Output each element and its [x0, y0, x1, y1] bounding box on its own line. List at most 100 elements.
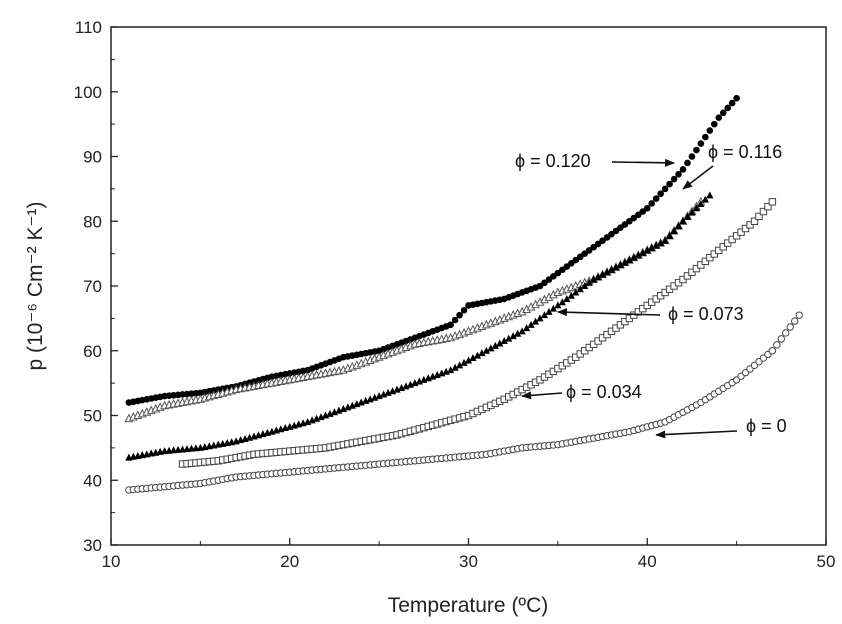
data-point — [531, 317, 540, 325]
data-point — [715, 114, 723, 121]
y-tick-label: 100 — [74, 83, 102, 102]
y-axis-title: p (10⁻⁶ Cm⁻² K⁻¹) — [24, 201, 47, 370]
axis-ticks — [110, 26, 827, 546]
data-point — [616, 260, 625, 268]
data-point — [518, 327, 526, 335]
data-point — [657, 239, 665, 247]
data-point — [684, 159, 691, 167]
annotation-2: ϕ = 0.073 — [556, 304, 744, 324]
data-point — [549, 304, 558, 312]
annotation-label: ϕ = 0.120 — [515, 151, 591, 171]
annotation-0: ϕ = 0.120 — [515, 151, 676, 171]
data-point — [594, 273, 602, 281]
data-point — [612, 263, 620, 271]
data-point — [710, 120, 718, 128]
data-point — [630, 253, 638, 261]
data-point — [603, 268, 611, 276]
data-point — [487, 344, 495, 352]
tick-labels: 10 20 30 40 50 30 40 50 60 70 80 90 100 110 — [74, 18, 836, 571]
data-point — [733, 94, 740, 102]
annotation-label: ϕ = 0.116 — [708, 142, 782, 162]
data-point — [702, 133, 709, 141]
annotation-label: ϕ = 0 — [746, 416, 787, 436]
data-point — [469, 354, 477, 362]
x-tick-label: 20 — [280, 552, 299, 571]
annotation-arrow — [682, 165, 714, 190]
annotation-arrow — [521, 391, 563, 400]
series-3 — [178, 198, 777, 468]
data-point — [768, 198, 777, 206]
x-tick-label: 50 — [817, 552, 836, 571]
data-point — [473, 351, 482, 359]
annotation-4: ϕ = 0 — [655, 416, 787, 439]
data-point — [598, 270, 607, 278]
data-point — [447, 321, 454, 329]
data-point — [670, 226, 678, 234]
data-point — [701, 195, 709, 203]
x-axis-title: Temperature (ºC) — [388, 594, 549, 617]
data-point — [697, 199, 705, 207]
annotation-arrow — [556, 308, 661, 317]
data-point — [607, 265, 616, 273]
data-point — [697, 140, 705, 147]
data-point — [585, 278, 593, 286]
data-point — [759, 207, 768, 216]
data-point — [724, 104, 731, 112]
data-point — [514, 329, 522, 337]
annotation-arrow — [611, 158, 676, 167]
data-point — [688, 153, 696, 160]
data-point — [755, 212, 763, 221]
data-point — [536, 314, 544, 322]
data-point — [679, 217, 687, 225]
y-tick-label: 110 — [75, 18, 102, 37]
data-point — [451, 316, 459, 324]
y-tick-label: 30 — [83, 536, 102, 555]
data-point — [679, 166, 687, 173]
data-point — [456, 311, 463, 319]
data-point — [728, 99, 736, 107]
y-tick-label: 50 — [83, 407, 102, 426]
data-point — [674, 222, 683, 230]
data-point — [451, 363, 459, 371]
series-4 — [125, 311, 803, 494]
data-point — [527, 320, 535, 328]
data-point — [447, 366, 455, 374]
x-tick-label: 10 — [102, 552, 121, 571]
data-point — [572, 288, 580, 296]
annotation-layer: ϕ = 0.120 ϕ = 0.116 ϕ = 0.073 ϕ = 0.034 ϕ = … — [515, 142, 787, 439]
annotation-label: ϕ = 0.034 — [566, 382, 642, 402]
data-point — [545, 307, 553, 315]
data-point — [460, 358, 468, 366]
data-point — [693, 146, 700, 154]
plot-frame — [110, 26, 827, 546]
series-0 — [125, 94, 740, 406]
data-point — [558, 298, 566, 306]
data-point — [590, 275, 598, 283]
data-point — [648, 243, 656, 251]
data-point — [639, 248, 647, 256]
data-point — [505, 334, 513, 342]
data-point — [791, 317, 799, 325]
data-point — [666, 180, 673, 188]
data-point — [482, 346, 490, 354]
data-point — [643, 246, 651, 254]
data-point — [652, 241, 660, 249]
x-tick-label: 30 — [459, 552, 478, 571]
data-point — [491, 341, 499, 349]
data-point — [563, 294, 571, 302]
data-point — [688, 208, 696, 216]
data-point — [464, 356, 473, 364]
data-point — [500, 337, 508, 345]
annotation-label: ϕ = 0.073 — [668, 304, 744, 324]
data-point — [522, 324, 531, 332]
data-point — [657, 190, 664, 198]
data-point — [496, 339, 504, 347]
data-point — [777, 335, 786, 343]
data-point — [665, 231, 674, 239]
data-point — [661, 236, 669, 244]
data-point — [706, 191, 714, 199]
annotation-1: ϕ = 0.116 — [682, 142, 782, 190]
data-point — [648, 200, 656, 207]
data-point — [750, 217, 759, 225]
y-tick-label: 70 — [83, 277, 102, 296]
